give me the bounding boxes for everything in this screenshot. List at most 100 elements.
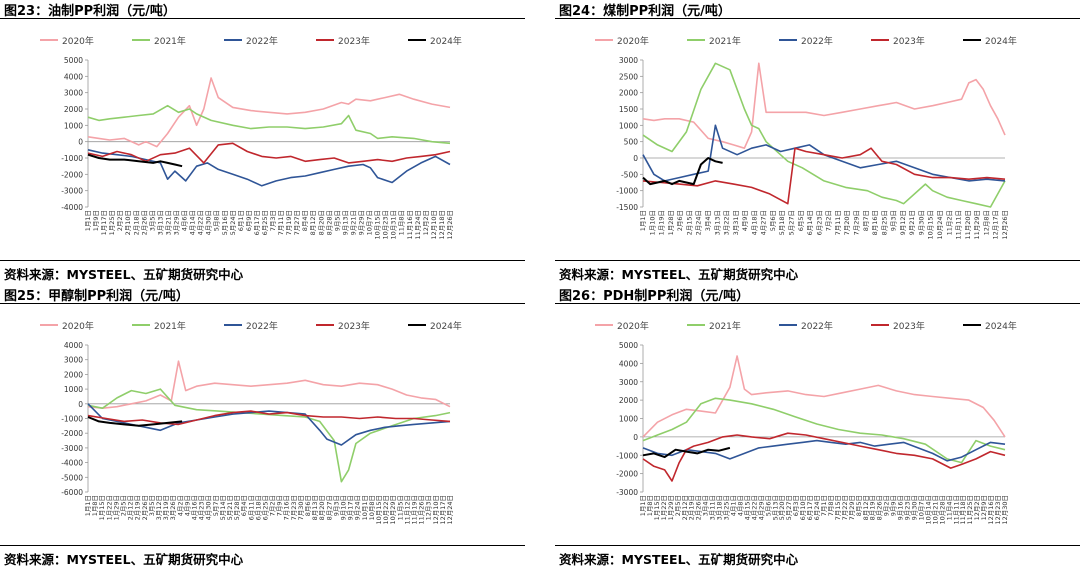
x-tick-label: 4月6日 — [181, 210, 189, 231]
y-tick-label: 1000 — [619, 415, 638, 424]
y-tick-label: -3000 — [61, 444, 83, 453]
x-tick-label: 3月5日 — [148, 210, 156, 231]
x-tick-label: 8月27日 — [325, 495, 333, 520]
series-line — [87, 149, 451, 187]
x-tick-label: 6月3日 — [792, 495, 800, 516]
series-line — [87, 360, 451, 409]
x-tick-label: 10月15日 — [927, 210, 935, 240]
chart-caption: 图26：PDH制PP利润（元/吨） — [559, 289, 750, 304]
x-tick-label: 9月29日 — [358, 210, 366, 235]
chart-panel-coal: 图24：煤制PP利润（元/吨） 2020年 2021年 2022年 2023年 2024… — [555, 0, 1080, 285]
x-tick-label: 1月1日 — [84, 210, 92, 231]
x-tick-label: 2月26日 — [141, 495, 149, 520]
chart-caption: 图25：甲醇制PP利润（元/吨） — [4, 289, 189, 304]
caption-rule — [0, 303, 525, 304]
x-tick-label: 7月2日 — [825, 210, 833, 231]
x-tick-label: 6月23日 — [815, 210, 823, 235]
source-rule — [555, 545, 1080, 546]
y-tick-label: 5000 — [619, 341, 638, 350]
x-tick-label: 12月8日 — [982, 210, 990, 235]
x-tick-label: 5月27日 — [788, 210, 796, 235]
x-tick-label: 9月3日 — [890, 210, 898, 231]
x-tick-label: 11月19日 — [411, 495, 419, 525]
x-tick-label: 5月13日 — [771, 495, 779, 520]
x-tick-label: 7月11日 — [834, 210, 842, 235]
y-tick-label: -3000 — [616, 488, 638, 497]
x-tick-label: 8月19日 — [869, 495, 877, 520]
chart-panel-methanol: 图25：甲醇制PP利润（元/吨） 2020年 2021年 2022年 2023年 202… — [0, 285, 525, 570]
series-line — [642, 157, 723, 186]
x-tick-label: 4月30日 — [205, 495, 213, 520]
x-tick-label: 12月10日 — [430, 210, 438, 240]
x-tick-label: 6月1日 — [237, 210, 245, 231]
x-tick-label: 3月11日 — [709, 495, 717, 520]
legend-label: 2024年 — [985, 320, 1017, 332]
series-line — [87, 142, 451, 164]
series-line — [87, 416, 183, 427]
legend-label: 2021年 — [709, 320, 741, 332]
y-tick-label: -500 — [621, 170, 638, 179]
y-tick-label: -3000 — [61, 187, 83, 196]
x-tick-label: 1月28日 — [667, 210, 675, 235]
x-tick-label: 5月16日 — [221, 210, 229, 235]
x-tick-label: 8月25日 — [880, 210, 888, 235]
chart-methanol-pp-profit: 2020年 2021年 2022年 2023年 2024年 -6000 -5000 -4000… — [40, 320, 462, 525]
chart-source: 资料来源：MYSTEEL、五矿期货研究中心 — [559, 267, 799, 282]
x-tick-label: 12月9日 — [980, 495, 988, 520]
x-tick-label: 6月9日 — [245, 210, 253, 231]
x-tick-label: 1月8日 — [646, 495, 654, 516]
series-line — [642, 446, 731, 459]
series-line — [87, 77, 451, 148]
x-tick-label: 9月10日 — [340, 495, 348, 520]
x-tick-label: 9月21日 — [908, 210, 916, 235]
y-tick-label: 4000 — [64, 72, 83, 81]
x-tick-label: 6月10日 — [799, 495, 807, 520]
x-tick-label: 8月6日 — [304, 495, 312, 516]
x-tick-label: 6月14日 — [806, 210, 814, 235]
x-tick-label: 10月1日 — [361, 495, 369, 520]
x-tick-label: 7月19日 — [285, 210, 293, 235]
x-tick-label: 12月18日 — [438, 210, 446, 240]
x-tick-label: 6月25日 — [261, 495, 269, 520]
x-tick-label: 5月24日 — [229, 210, 237, 235]
x-tick-label: 3月19日 — [162, 495, 170, 520]
legend-label: 2021年 — [154, 35, 186, 47]
legend-label: 2022年 — [801, 35, 833, 47]
x-tick-label: 12月17日 — [439, 495, 447, 525]
x-tick-label: 4月27日 — [760, 210, 768, 235]
x-tick-label: 11月20日 — [964, 210, 972, 240]
x-tick-label: 4月22日 — [197, 210, 205, 235]
x-tick-label: 12月2日 — [422, 210, 430, 235]
y-tick-label: 2000 — [64, 370, 83, 379]
x-tick-label: 4月18日 — [750, 210, 758, 235]
x-tick-label: 3月5日 — [148, 495, 156, 516]
x-tick-label: 9月17日 — [347, 495, 355, 520]
y-tick-label: 3000 — [64, 356, 83, 365]
legend-label: 2020年 — [62, 320, 94, 332]
series-line — [87, 388, 451, 483]
x-tick-label: 8月12日 — [309, 210, 317, 235]
x-tick-label: 1月15日 — [653, 495, 661, 520]
x-tick-label: 10月24日 — [936, 210, 944, 240]
x-tick-label: 8月4日 — [301, 210, 309, 231]
x-tick-label: 10月31日 — [390, 210, 398, 240]
legend-label: 2023年 — [893, 320, 925, 332]
x-tick-label: 4月8日 — [736, 495, 744, 516]
y-tick-label: 1000 — [619, 121, 638, 130]
legend: 2020年 2021年 2022年 2023年 2024年 — [40, 320, 462, 332]
x-tick-label: 4月14日 — [189, 210, 197, 235]
x-tick-label: 10月23日 — [382, 210, 390, 240]
y-tick-label: 0 — [633, 154, 638, 163]
chart-coal-pp-profit: 2020年 2021年 2022年 2023年 2024年 -1500 -1000 -500 0… — [595, 35, 1017, 240]
x-tick-label: 3月12日 — [155, 495, 163, 520]
series-line — [642, 62, 1006, 149]
legend-label: 2022年 — [246, 35, 278, 47]
x-tick-label: 12月17日 — [992, 210, 1000, 240]
x-tick-label: 5月7日 — [212, 495, 220, 516]
x-tick-label: 9月9日 — [890, 495, 898, 516]
x-tick-label: 3月21日 — [164, 210, 172, 235]
y-tick-label: -2000 — [616, 470, 638, 479]
x-tick-label: 10月8日 — [368, 495, 376, 520]
legend-label: 2022年 — [246, 320, 278, 332]
x-tick-label: 7月8日 — [827, 495, 835, 516]
